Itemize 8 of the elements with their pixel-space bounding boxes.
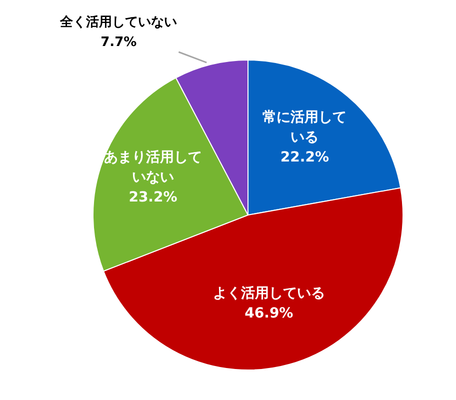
data-label: 23.2%: [128, 189, 178, 206]
slice-label: 常に活用している: [262, 109, 347, 146]
data-label: 46.9%: [244, 306, 294, 322]
slice-label: よく活用している: [212, 286, 325, 302]
slice-label: 全く活用していない: [59, 15, 178, 30]
slice-label: あまり活用していない: [104, 149, 202, 186]
data-label: 7.7%: [100, 35, 137, 50]
data-label: 22.2%: [280, 149, 330, 166]
